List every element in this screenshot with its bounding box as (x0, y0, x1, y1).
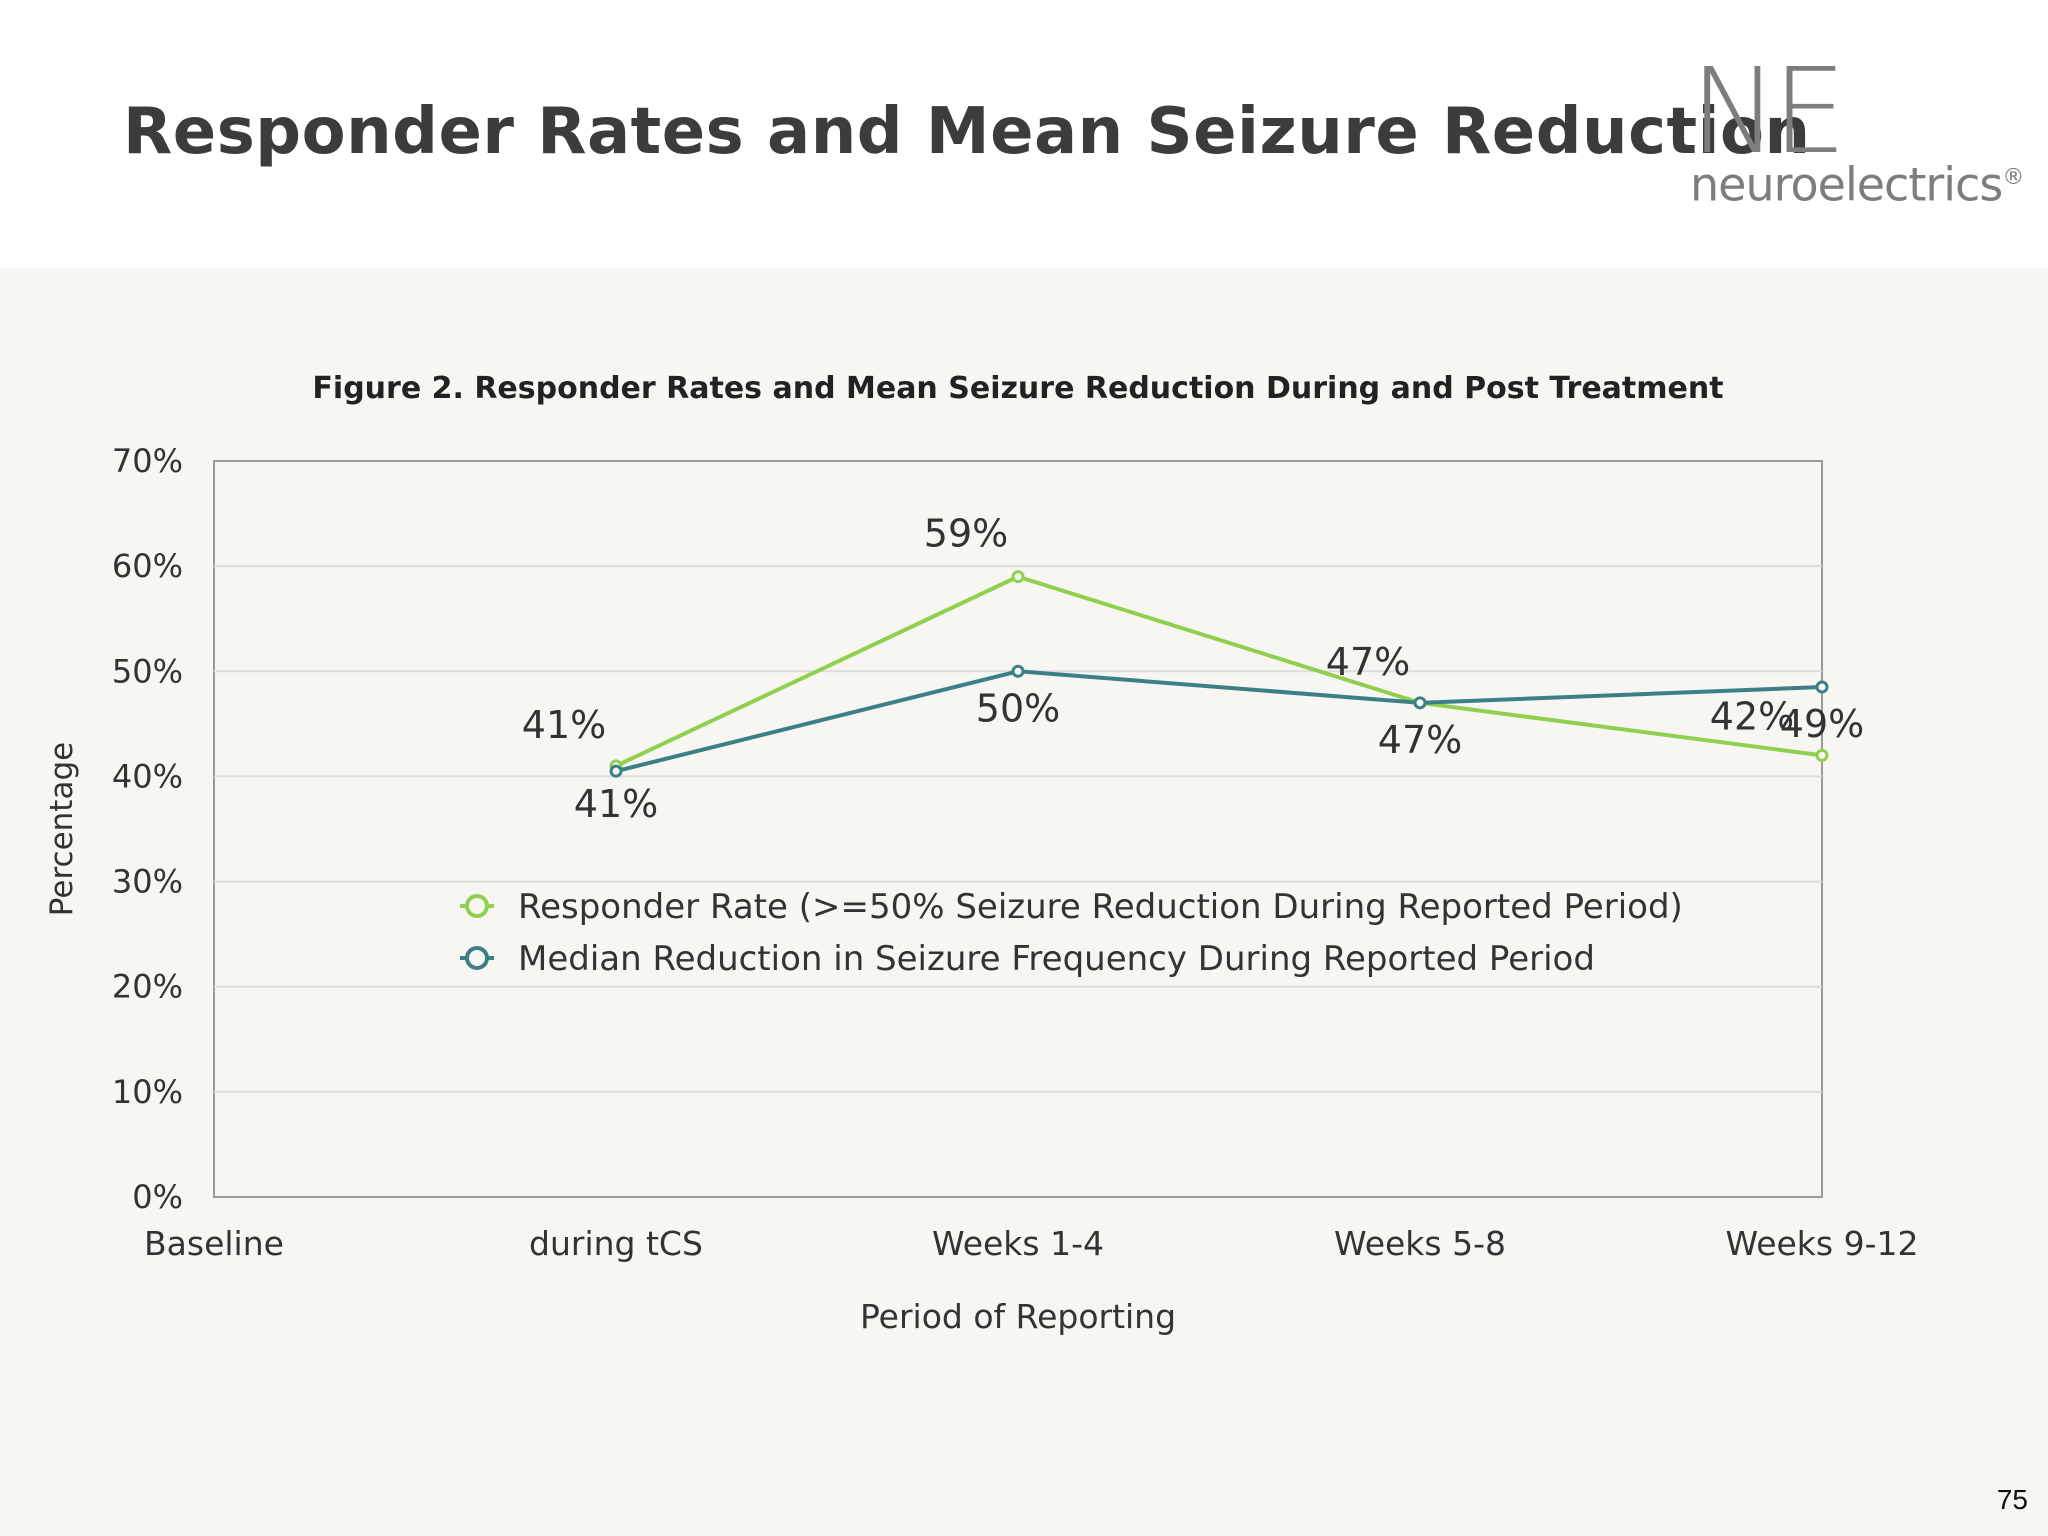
data-label: 41% (522, 703, 606, 747)
y-tick-label: 50% (112, 652, 183, 690)
x-tick-label: Weeks 1-4 (932, 1224, 1104, 1263)
y-tick-label: 0% (132, 1178, 183, 1216)
legend: Responder Rate (>=50% Seizure Reduction … (460, 887, 1683, 979)
legend-entry: Responder Rate (>=50% Seizure Reduction … (518, 887, 1683, 927)
page-number: 75 (1996, 1484, 2028, 1515)
series-1: 41% 59% 47% 42% (522, 512, 1829, 773)
neuroelectrics-logo: NE neuroelectrics® (1690, 42, 2024, 212)
data-point (1815, 748, 1829, 762)
data-point (1815, 680, 1829, 694)
data-point (609, 764, 623, 778)
y-tick-label: 70% (112, 442, 183, 480)
data-point (1011, 570, 1025, 584)
logo-mark: NE (1690, 42, 1847, 180)
plot-area (213, 460, 1823, 1198)
data-label: 47% (1378, 718, 1462, 762)
y-tick-label: 20% (112, 968, 183, 1006)
y-tick-label: 10% (112, 1073, 183, 1111)
y-tick-label: 40% (112, 757, 183, 795)
data-label: 50% (976, 686, 1060, 730)
data-point (1413, 696, 1427, 710)
x-tick-label: Weeks 9-12 (1726, 1224, 1919, 1263)
data-label: 49% (1780, 702, 1864, 746)
legend-swatch-marker (465, 894, 489, 918)
x-tick-label: Baseline (144, 1224, 284, 1263)
y-axis-ticks: 0% 10% 20% 30% 40% 50% 60% 70% (112, 442, 183, 1216)
data-point (1011, 664, 1025, 678)
series-layer: 41% 59% 47% 42% 41% 50% 47% 49% (522, 512, 1864, 827)
x-tick-label: during tCS (529, 1224, 703, 1263)
data-label: 41% (574, 782, 658, 826)
y-axis-label: Percentage (44, 742, 80, 916)
slide-title: Responder Rates and Mean Seizure Reducti… (123, 95, 1811, 169)
series-2: 41% 50% 47% 49% (574, 664, 1864, 826)
gridlines (214, 565, 1822, 1093)
figure-panel (0, 268, 2048, 1536)
logo-wordmark: neuroelectrics® (1690, 157, 2025, 212)
chart-title: Figure 2. Responder Rates and Mean Seizu… (312, 371, 1723, 406)
data-label: 47% (1326, 640, 1410, 684)
legend-swatch-marker (465, 946, 489, 970)
y-tick-label: 60% (112, 547, 183, 585)
x-axis-label: Period of Reporting (860, 1297, 1176, 1336)
data-label: 42% (1710, 694, 1794, 738)
y-tick-label: 30% (112, 863, 183, 901)
series-line (615, 669, 1823, 774)
data-label: 59% (924, 512, 1008, 556)
legend-entry: Median Reduction in Seizure Frequency Du… (518, 939, 1595, 979)
x-axis-ticks: Baseline during tCS Weeks 1-4 Weeks 5-8 Week… (144, 1224, 1918, 1263)
series-line (615, 574, 1823, 768)
x-tick-label: Weeks 5-8 (1334, 1224, 1506, 1263)
